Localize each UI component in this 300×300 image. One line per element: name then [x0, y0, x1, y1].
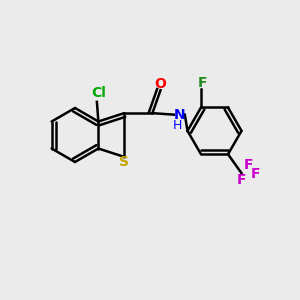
Text: F: F: [243, 158, 253, 172]
Text: F: F: [198, 76, 207, 90]
Text: O: O: [154, 76, 166, 91]
Text: H: H: [173, 119, 183, 132]
Text: F: F: [237, 173, 246, 187]
Text: N: N: [174, 108, 185, 122]
Text: S: S: [119, 155, 129, 169]
Text: Cl: Cl: [91, 86, 106, 100]
Text: F: F: [250, 167, 260, 181]
